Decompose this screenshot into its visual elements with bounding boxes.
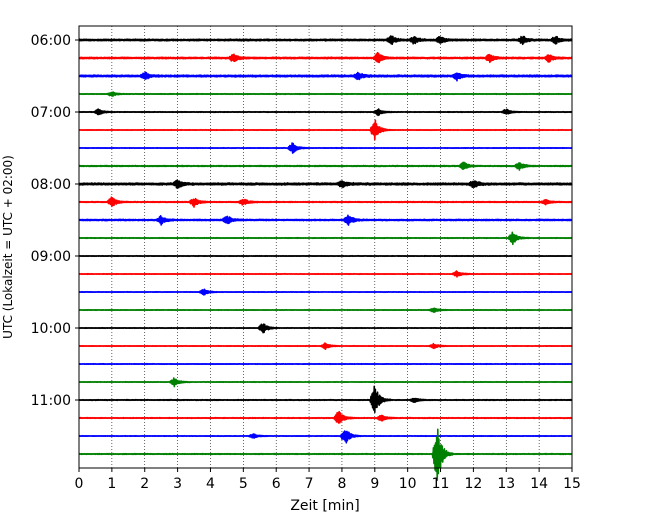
x-tick-label: 4 <box>206 476 215 492</box>
trace-0930 <box>78 288 573 296</box>
trace-1130 <box>78 430 573 444</box>
y-tick-label: 07:00 <box>31 105 71 121</box>
x-tick-label: 3 <box>173 476 182 492</box>
x-tick-label: 15 <box>563 476 581 492</box>
trace-0945 <box>78 307 573 314</box>
x-tick-label: 7 <box>305 476 314 492</box>
x-tick-label: 10 <box>399 476 417 492</box>
trace-0830 <box>78 214 573 226</box>
y-tick-label: 06:00 <box>31 33 71 49</box>
trace-0600 <box>78 35 573 46</box>
trace-1030 <box>78 362 573 366</box>
trace-0700 <box>78 108 573 117</box>
x-tick-label: 6 <box>272 476 281 492</box>
x-tick-label: 13 <box>497 476 515 492</box>
y-tick-label: 08:00 <box>31 177 71 193</box>
x-tick-label: 11 <box>432 476 450 492</box>
x-axis: 0 1 2 3 4 5 6 7 8 9 10 11 12 13 14 15 <box>75 468 581 492</box>
trace-1015 <box>78 342 573 351</box>
y-axis: 06:00 07:00 08:00 09:00 10:00 11:00 <box>31 33 79 409</box>
y-axis-label: UTC (Lokalzeit = UTC + 02:00) <box>1 155 15 339</box>
trace-1100 <box>78 385 573 414</box>
x-tick-label: 2 <box>140 476 149 492</box>
x-tick-label: 14 <box>530 476 548 492</box>
x-tick-label: 8 <box>337 476 346 492</box>
trace-0730 <box>78 142 573 154</box>
trace-0715 <box>78 119 573 141</box>
seismogram-traces <box>78 35 573 481</box>
trace-0800 <box>78 179 573 189</box>
trace-0845 <box>78 231 573 246</box>
y-tick-label: 09:00 <box>31 249 71 265</box>
trace-1000 <box>78 323 573 334</box>
trace-1115 <box>78 410 573 424</box>
trace-1145 <box>78 428 573 481</box>
y-tick-label: 11:00 <box>31 393 71 409</box>
x-tick-label: 12 <box>464 476 482 492</box>
x-tick-label: 5 <box>239 476 248 492</box>
trace-0630 <box>78 71 573 82</box>
y-tick-label: 10:00 <box>31 321 71 337</box>
trace-0900 <box>78 254 573 258</box>
trace-0915 <box>78 270 573 278</box>
trace-1045 <box>78 377 573 388</box>
x-tick-label: 9 <box>370 476 379 492</box>
trace-0745 <box>78 161 573 171</box>
x-tick-label: 1 <box>107 476 116 492</box>
trace-0615 <box>78 51 573 64</box>
trace-0645 <box>78 91 573 97</box>
x-axis-label: Zeit [min] <box>290 498 359 514</box>
x-tick-label: 0 <box>75 476 84 492</box>
plot-frame <box>78 25 573 469</box>
trace-0815 <box>78 196 573 208</box>
